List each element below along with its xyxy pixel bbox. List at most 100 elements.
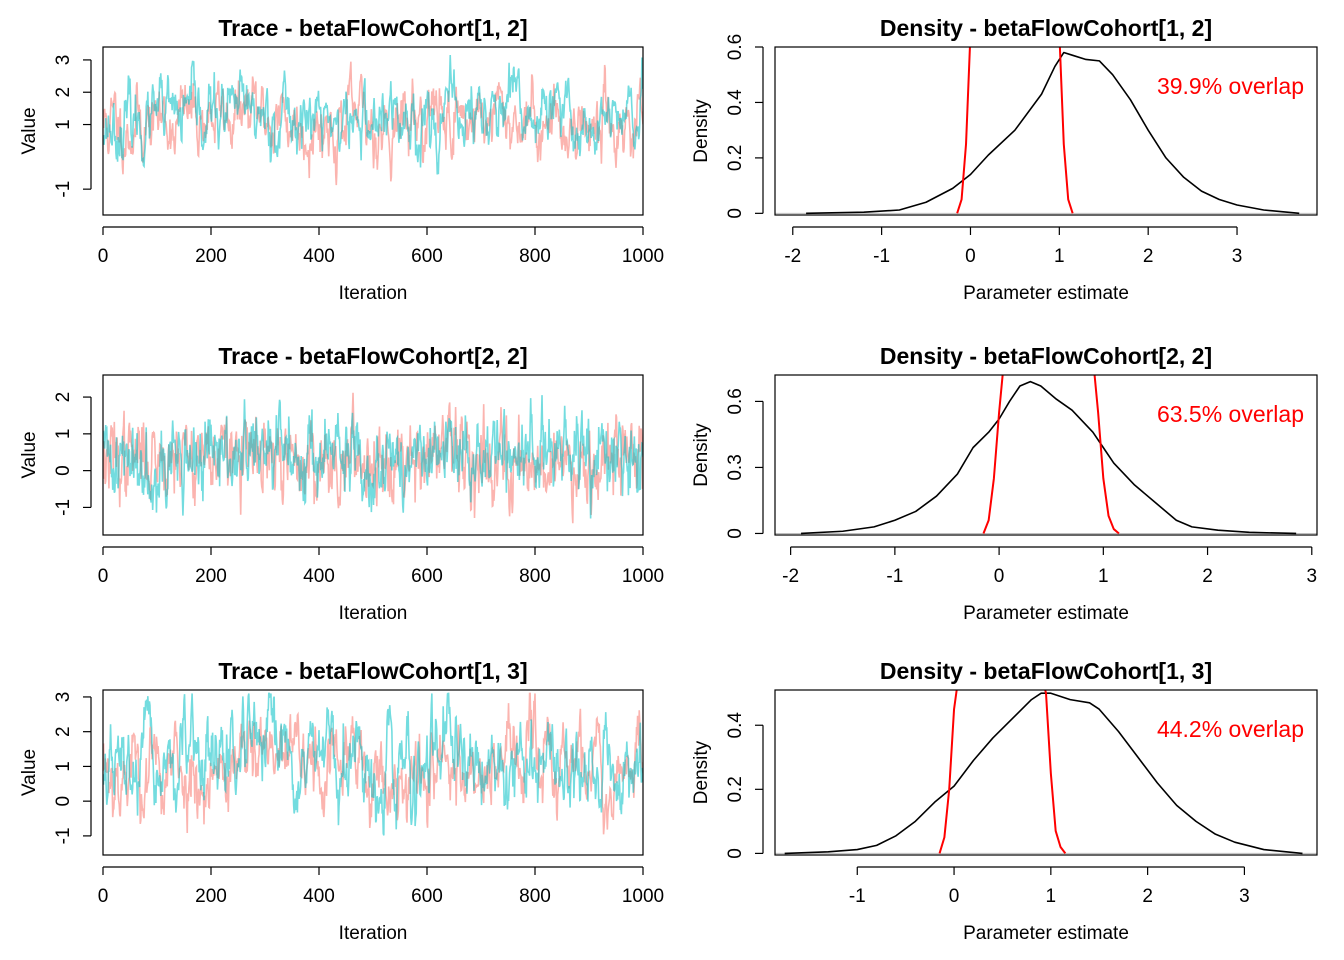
- x-tick-label: 0: [98, 566, 109, 587]
- y-tick-label: 0.4: [725, 89, 746, 116]
- plot-frame: [102, 374, 644, 536]
- panel-title: Density - betaFlowCohort[1, 2]: [880, 15, 1212, 41]
- panel-density-2: Density - betaFlowCohort[1, 2] -2 -1 0 1 2 3 Pa…: [691, 15, 1318, 304]
- y-axis-title: Value: [19, 431, 40, 478]
- y-tick-label: 0: [725, 528, 746, 539]
- x-tick-label: 600: [411, 886, 443, 907]
- x-tick-label: 400: [303, 886, 335, 907]
- x-tick-label: 1: [1098, 566, 1109, 587]
- y-tick-label: 0: [725, 208, 746, 219]
- x-tick-label: 400: [303, 566, 335, 587]
- trace-line-chain-2: [103, 395, 643, 519]
- x-tick-label: 3: [1232, 246, 1243, 267]
- y-tick-label: 0.6: [725, 34, 746, 60]
- x-tick-label: 800: [519, 886, 551, 907]
- x-tick-label: 2: [1143, 246, 1154, 267]
- trace-line-chain-2: [103, 55, 643, 175]
- posterior-density-line: [806, 51, 1300, 215]
- x-tick-label: 0: [98, 886, 109, 907]
- y-tick-label: 0.3: [725, 454, 746, 480]
- x-tick-label: 800: [519, 566, 551, 587]
- x-axis-title: Iteration: [339, 603, 408, 624]
- x-tick-label: -1: [849, 886, 866, 907]
- y-axis-title: Value: [19, 749, 40, 796]
- x-tick-label: 200: [195, 566, 227, 587]
- prior-density-line: [956, 47, 1074, 214]
- plot-frame: [102, 689, 644, 856]
- x-axis-title: Iteration: [339, 283, 408, 304]
- y-axis-title: Density: [691, 740, 712, 804]
- trace-line-chain-2: [103, 692, 643, 836]
- y-tick-label: -1: [53, 181, 74, 198]
- x-tick-label: 3: [1306, 566, 1317, 587]
- y-tick-label: 1: [53, 429, 74, 440]
- plot-frame: [774, 374, 1318, 536]
- x-tick-label: -2: [782, 566, 799, 587]
- x-tick-label: 0: [994, 566, 1005, 587]
- plot-area: [775, 375, 1317, 535]
- y-tick-label: 1: [53, 761, 74, 772]
- x-axis-title: Parameter estimate: [963, 603, 1129, 624]
- x-axis-title: Parameter estimate: [963, 923, 1129, 944]
- panel-trace-1: Trace - betaFlowCohort[1, 2] 0 200 400 600 80…: [19, 15, 664, 304]
- y-tick-label: 0.2: [725, 145, 746, 171]
- overlap-annotation: 39.9% overlap: [1157, 73, 1304, 99]
- panel-title: Density - betaFlowCohort[2, 2]: [880, 343, 1212, 369]
- plot-area: [103, 692, 643, 836]
- y-tick-label: 0: [53, 465, 74, 476]
- x-tick-label: 3: [1239, 886, 1250, 907]
- prior-density-line: [982, 375, 1120, 535]
- y-tick-label: 2: [53, 87, 74, 98]
- plot-area: [103, 55, 643, 186]
- panel-trace-3: Trace - betaFlowCohort[2, 2] 0 200 400 600 80…: [19, 343, 664, 624]
- x-tick-label: 2: [1142, 886, 1153, 907]
- panel-density-6: Density - betaFlowCohort[1, 3] -1 0 1 2 3 Para…: [691, 658, 1318, 944]
- panel-title: Trace - betaFlowCohort[1, 3]: [218, 658, 527, 684]
- y-tick-label: 0.6: [725, 388, 746, 414]
- x-tick-label: -1: [886, 566, 903, 587]
- x-axis-title: Iteration: [339, 923, 408, 944]
- x-tick-label: 200: [195, 886, 227, 907]
- plot-frame: [102, 46, 644, 216]
- y-tick-label: 0.4: [725, 712, 746, 739]
- x-tick-label: 0: [965, 246, 976, 267]
- y-tick-label: 0: [53, 796, 74, 807]
- x-axis-title: Parameter estimate: [963, 283, 1129, 304]
- x-tick-label: 1: [1046, 886, 1057, 907]
- x-tick-label: 2: [1202, 566, 1213, 587]
- y-tick-label: -1: [53, 499, 74, 516]
- posterior-density-line: [801, 380, 1297, 535]
- panel-title: Trace - betaFlowCohort[2, 2]: [218, 343, 527, 369]
- x-tick-label: 200: [195, 246, 227, 267]
- panel-title: Trace - betaFlowCohort[1, 2]: [218, 15, 527, 41]
- x-tick-label: 400: [303, 246, 335, 267]
- x-tick-label: 1000: [622, 246, 664, 267]
- y-tick-label: 3: [53, 692, 74, 703]
- x-tick-label: 1000: [622, 566, 664, 587]
- y-tick-label: 3: [53, 55, 74, 66]
- y-axis-title: Density: [691, 99, 712, 163]
- x-tick-label: 1: [1054, 246, 1065, 267]
- overlap-annotation: 63.5% overlap: [1157, 401, 1304, 427]
- x-tick-label: 1000: [622, 886, 664, 907]
- x-tick-label: -2: [784, 246, 801, 267]
- y-tick-label: 2: [53, 392, 74, 403]
- panel-title: Density - betaFlowCohort[1, 3]: [880, 658, 1212, 684]
- y-tick-label: 1: [53, 119, 74, 130]
- panel-density-4: Density - betaFlowCohort[2, 2] -2 -1 0 1 2 3 Pa…: [691, 343, 1318, 624]
- plot-area: [775, 690, 1317, 855]
- y-tick-label: -1: [53, 827, 74, 844]
- y-axis-title: Value: [19, 107, 40, 154]
- y-axis-title: Density: [691, 423, 712, 487]
- y-tick-label: 2: [53, 726, 74, 737]
- overlap-annotation: 44.2% overlap: [1157, 716, 1304, 742]
- x-tick-label: 0: [949, 886, 960, 907]
- x-tick-label: -1: [873, 246, 890, 267]
- x-tick-label: 600: [411, 246, 443, 267]
- x-tick-label: 800: [519, 246, 551, 267]
- x-tick-label: 0: [98, 246, 109, 267]
- x-tick-label: 600: [411, 566, 443, 587]
- y-tick-label: 0: [725, 848, 746, 859]
- plot-area: [103, 392, 643, 524]
